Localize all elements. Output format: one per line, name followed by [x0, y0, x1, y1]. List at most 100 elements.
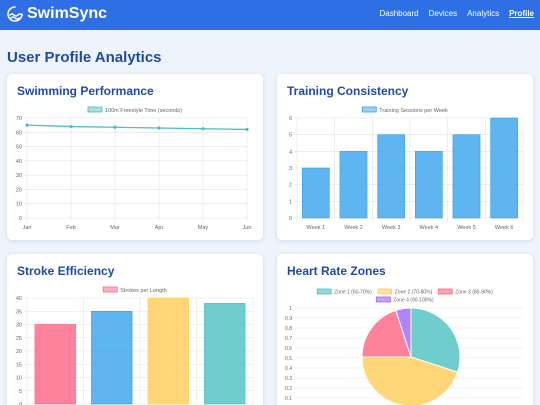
legend-swatch — [361, 106, 377, 113]
y-tick-label: 2 — [289, 183, 292, 189]
y-tick-label: 35 — [16, 309, 22, 315]
y-tick-label: 0.1 — [285, 396, 292, 402]
bar — [301, 167, 330, 219]
bar — [34, 324, 76, 405]
bar — [490, 117, 519, 219]
bar — [339, 151, 368, 219]
y-tick-label: 0.5 — [285, 356, 292, 362]
bar — [452, 134, 481, 219]
bar — [91, 310, 133, 405]
legend-swatch — [377, 288, 393, 295]
pie-slice — [410, 307, 461, 373]
legend-label: Zone 3 (80-90%) — [455, 290, 493, 296]
y-tick-label: 4 — [289, 149, 292, 155]
pie-slice — [395, 307, 412, 358]
y-tick-label: 25 — [16, 336, 22, 342]
legend-label: Strokes per Length — [120, 288, 166, 294]
y-tick-label: 0.6 — [285, 346, 292, 352]
y-tick-label: 30 — [16, 323, 22, 329]
strokes-per-length-bar-chart: Strokes per Length 0 5 10 15 20 25 30 35 40 — [16, 286, 254, 405]
data-point — [113, 125, 117, 129]
x-tick-label: Week 4 — [420, 225, 439, 231]
nav-devices[interactable]: Devices — [428, 9, 458, 18]
nav-profile[interactable]: Profile — [509, 9, 534, 18]
x-tick-label: May — [198, 225, 209, 231]
y-tick-label: 0.9 — [285, 316, 292, 322]
training-consistency-card: Training Consistency Training Sessions p… — [277, 74, 533, 240]
y-tick-label: 70 — [16, 116, 22, 122]
y-tick-label: 5 — [19, 389, 22, 395]
legend-swatch — [87, 106, 103, 113]
card-title: Training Consistency — [287, 84, 409, 98]
y-tick-label: 0 — [289, 216, 292, 222]
pie-slice — [361, 309, 412, 358]
swimming-performance-card: Swimming Performance 100m Freestyle Time… — [7, 74, 263, 240]
y-tick-label: 40 — [16, 296, 22, 302]
x-tick-label: Week 5 — [457, 225, 476, 231]
y-tick-label: 10 — [16, 202, 22, 208]
y-tick-label: 60 — [16, 130, 22, 136]
data-point — [245, 127, 249, 132]
y-tick-label: 6 — [289, 116, 292, 122]
y-tick-label: 0.8 — [285, 326, 292, 332]
y-tick-label: 10 — [16, 376, 22, 382]
legend-swatch — [316, 288, 332, 295]
x-tick-label: Jan — [23, 225, 32, 231]
bar — [414, 151, 443, 219]
y-tick-label: 0 — [19, 402, 22, 405]
x-tick-label: Jun — [243, 225, 252, 231]
legend-swatch — [437, 288, 453, 295]
bar — [377, 134, 406, 219]
legend-label: Zone 1 (60-70%) — [334, 290, 372, 296]
training-sessions-bar-chart: Training Sessions per Week 0 1 2 3 4 5 6 Week 1 W… — [289, 106, 524, 231]
brand-name: SwimSync — [27, 5, 108, 22]
page-title: User Profile Analytics — [7, 49, 162, 66]
legend-swatch — [375, 296, 391, 303]
x-tick-label: Week 2 — [344, 225, 363, 231]
heart-rate-zones-card: Heart Rate Zones Zone 1 (60-70%) Zone 2 (… — [277, 254, 533, 405]
brand[interactable]: SwimSync — [6, 5, 107, 23]
y-tick-label: 50 — [16, 145, 22, 151]
bar — [147, 297, 189, 405]
y-tick-label: 30 — [16, 173, 22, 179]
data-point — [69, 124, 73, 129]
x-tick-label: Mar — [110, 225, 120, 231]
nav-dashboard[interactable]: Dashboard — [379, 9, 419, 18]
x-tick-label: Week 3 — [382, 225, 401, 231]
y-tick-label: 5 — [289, 133, 292, 139]
heart-rate-zones-pie-chart: Zone 1 (60-70%) Zone 2 (70-80%) Zone 3 (80… — [285, 288, 523, 405]
y-tick-label: 0.7 — [285, 336, 292, 342]
card-title: Stroke Efficiency — [17, 264, 115, 278]
wave-icon — [7, 6, 23, 22]
nav-analytics[interactable]: Analytics — [467, 9, 500, 18]
data-point — [157, 126, 161, 130]
x-tick-label: Week 6 — [495, 225, 514, 231]
y-tick-label: 20 — [16, 349, 22, 355]
y-tick-label: 3 — [289, 166, 292, 172]
y-tick-label: 0 — [19, 216, 22, 222]
x-tick-label: Feb — [66, 225, 75, 231]
data-point — [25, 123, 29, 127]
y-tick-label: 0.4 — [285, 366, 292, 372]
y-tick-label: 40 — [16, 159, 22, 165]
y-tick-label: 0.2 — [285, 386, 292, 392]
main-nav: Dashboard Devices Analytics Profile — [379, 9, 534, 18]
y-tick-label: 20 — [16, 187, 22, 193]
x-tick-label: Apr — [155, 225, 164, 231]
y-tick-label: 0.3 — [285, 376, 292, 382]
legend-label: Zone 4 (90-100%) — [393, 298, 434, 304]
y-tick-label: 1 — [289, 199, 292, 205]
pie-slice — [361, 356, 459, 405]
data-point — [201, 127, 205, 131]
x-tick-label: Week 1 — [307, 225, 326, 231]
bar — [204, 302, 246, 405]
card-title: Swimming Performance — [17, 84, 154, 98]
y-tick-label: 1 — [289, 306, 292, 312]
legend-label: Training Sessions per Week — [379, 108, 448, 114]
legend-label: Zone 2 (70-80%) — [395, 290, 433, 296]
y-tick-label: 15 — [16, 362, 22, 368]
navbar: SwimSync Dashboard Devices Analytics Pro… — [0, 0, 540, 30]
series-line — [26, 124, 248, 131]
card-title: Heart Rate Zones — [287, 264, 386, 278]
legend-label: 100m Freestyle Time (seconds) — [105, 108, 182, 114]
